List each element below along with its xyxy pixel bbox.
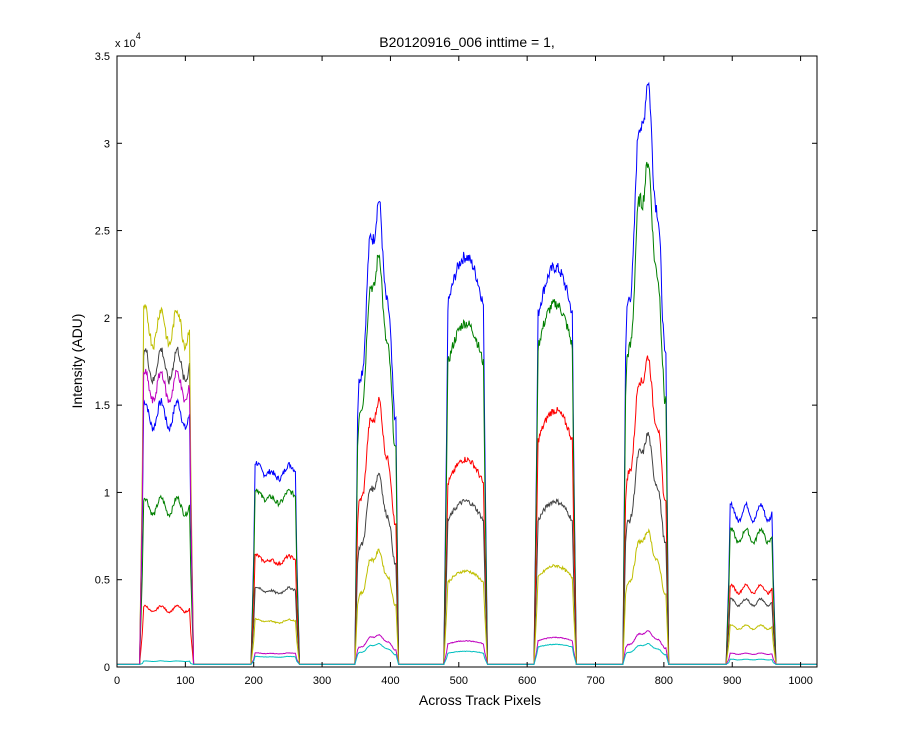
y-multiplier-label: x 104 bbox=[115, 31, 141, 50]
x-tick-label: 100 bbox=[176, 675, 194, 687]
chart-title: B20120916_006 inttime = 1, bbox=[379, 34, 555, 50]
y-tick-label: 0 bbox=[104, 662, 110, 674]
x-tick-label: 200 bbox=[245, 675, 263, 687]
y-tick-label: 3 bbox=[104, 138, 110, 150]
series-line-1 bbox=[117, 81, 817, 665]
x-tick-label: 600 bbox=[518, 675, 536, 687]
y-tick-label: 3.5 bbox=[95, 51, 110, 63]
x-tick-label: 900 bbox=[723, 675, 741, 687]
y-tick-label: 2 bbox=[104, 313, 110, 325]
x-tick-label: 0 bbox=[114, 675, 120, 687]
series-line-2 bbox=[117, 161, 817, 665]
x-tick-label: 300 bbox=[313, 675, 331, 687]
y-tick-label: 1 bbox=[104, 487, 110, 499]
y-axis-label: Intensity (ADU) bbox=[69, 314, 85, 409]
y-tick-label: 0.5 bbox=[95, 575, 110, 587]
x-tick-label: 800 bbox=[655, 675, 673, 687]
x-tick-label: 700 bbox=[586, 675, 604, 687]
series-line-6 bbox=[117, 368, 817, 665]
plot-frame bbox=[116, 55, 818, 668]
series-line-4 bbox=[117, 346, 817, 665]
series-line-7 bbox=[117, 642, 817, 665]
series-line-3 bbox=[117, 355, 817, 665]
series-layer bbox=[117, 81, 817, 665]
x-tick-label: 400 bbox=[381, 675, 399, 687]
x-tick-label: 1000 bbox=[788, 675, 812, 687]
x-tick-label: 500 bbox=[450, 675, 468, 687]
y-tick-label: 1.5 bbox=[95, 400, 110, 412]
x-axis-label: Across Track Pixels bbox=[419, 692, 541, 708]
y-tick-label: 2.5 bbox=[95, 226, 110, 238]
ticks-layer: 0 100 200 300 400 500 600 700 800 900 1000 0 0.5 1 1.5… bbox=[95, 51, 817, 687]
series-line-5 bbox=[117, 303, 817, 665]
